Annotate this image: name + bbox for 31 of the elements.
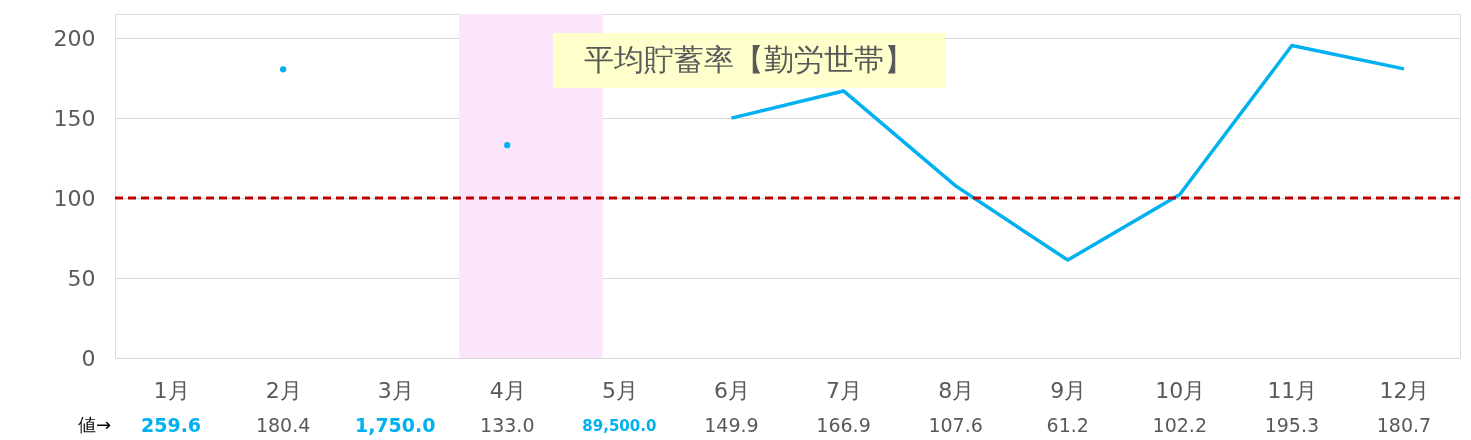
x-tick-label: 7月 [826,377,863,403]
x-tick-label: 5月 [601,377,638,403]
x-tick-label: 1月 [153,377,190,403]
data-label: 180.4 [255,414,311,436]
x-tick-label: 2月 [265,377,302,403]
text: 平均貯蓄率【勤労世帯】 [584,42,914,77]
y-tick-label: 0 [81,345,96,371]
data-label: 195.3 [1264,414,1320,436]
x-tick-label: 8月 [938,377,975,403]
data-label: 61.2 [1046,414,1089,436]
data-label: 102.2 [1152,414,1207,436]
text: 89,500.0 [582,417,657,435]
x-tick-label: 9月 [1050,377,1087,403]
data-label: 180.7 [1376,414,1432,436]
x-tick-label: 10月 [1155,377,1206,403]
y-tick-label: 150 [53,105,96,131]
x-tick-label: 6月 [713,377,750,403]
data-label: 149.9 [704,414,759,436]
x-tick-label: 12月 [1379,377,1430,403]
data-label: 133.0 [480,414,535,436]
y-tick-label: 50 [67,265,96,291]
x-tick-label: 11月 [1267,377,1318,403]
y-tick-label: 200 [53,25,96,51]
text: 1,750.0 [354,414,436,436]
text: 259.6 [140,414,202,436]
y-tick-label: 100 [53,185,96,211]
text: 値→ [77,414,111,435]
data-label: 166.9 [816,414,871,436]
x-tick-label: 4月 [489,377,526,403]
data-label: 107.6 [928,414,983,436]
x-tick-label: 3月 [377,377,414,403]
